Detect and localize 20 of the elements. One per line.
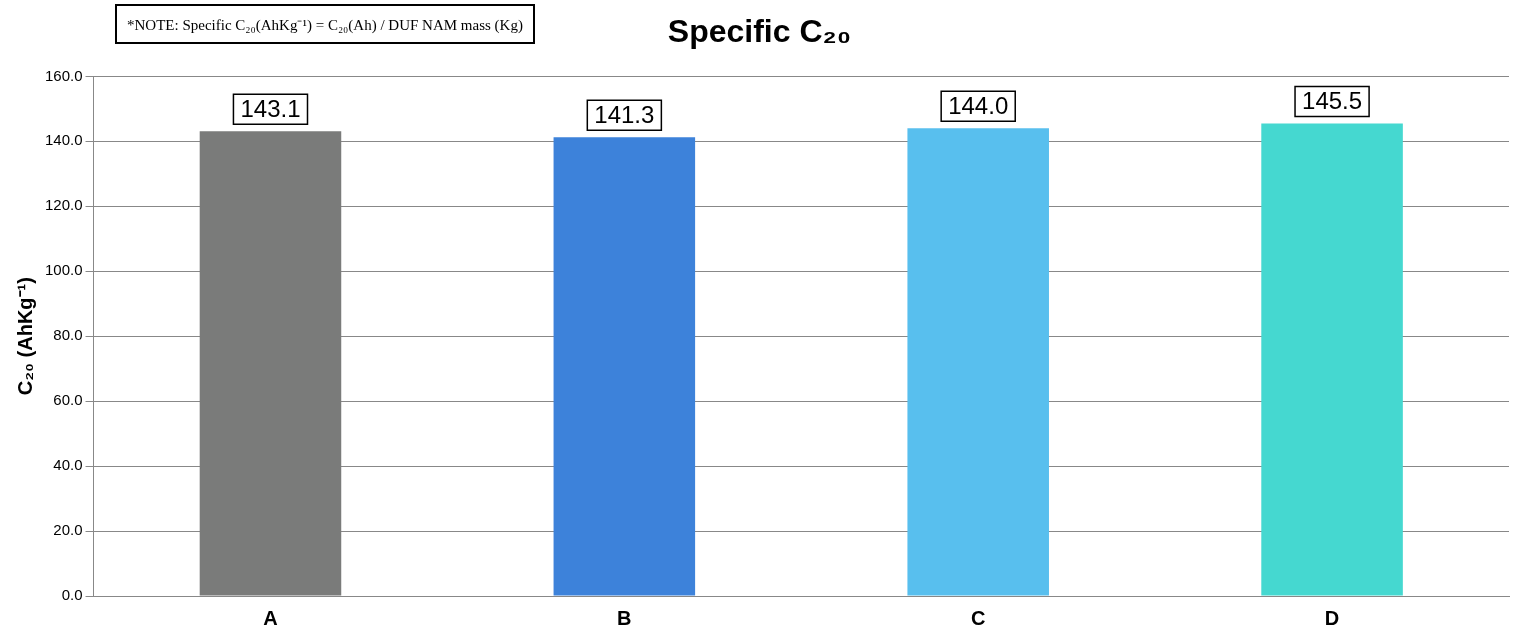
x-tick-label: B [617,606,632,629]
chart-title: Specific C₂₀ [667,13,852,50]
data-label: 144.0 [948,91,1009,119]
data-label: 141.3 [594,100,655,128]
data-label: 145.5 [1302,87,1363,115]
y-tick-label: 140.0 [44,131,83,149]
y-tick-label: 100.0 [44,261,83,279]
x-tick-label: C [970,606,986,629]
data-label: 143.1 [240,94,301,122]
y-tick-label: 0.0 [61,586,83,604]
y-tick-label: 40.0 [53,456,83,474]
y-tick-label: 120.0 [44,196,83,214]
y-tick-label: 20.0 [53,521,83,539]
y-tick-label: 160.0 [44,66,83,84]
y-axis-title: C₂₀ (AhKg⁻¹) [13,277,36,396]
y-tick-label: 80.0 [53,326,83,344]
x-tick-label: A [263,606,278,629]
text: *NOTE: Specific C₂₀(AhKg⁻¹) = C₂₀(Ah) / DUF NAM mass (Kg) [115,4,535,44]
x-tick-label: D [1324,606,1340,629]
y-tick-label: 60.0 [53,391,83,409]
